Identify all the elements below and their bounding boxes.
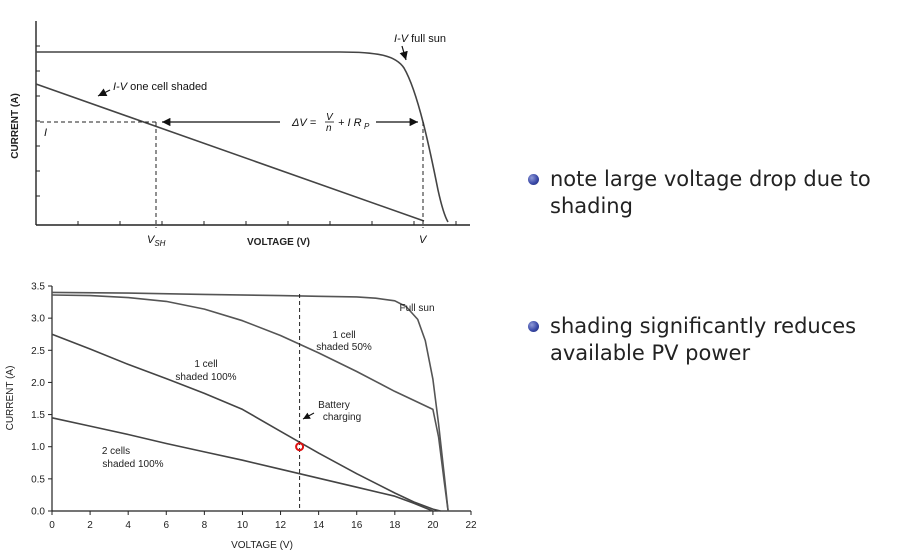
bottom-chart-axes xyxy=(51,286,471,512)
series-1-cell-shaded-100 xyxy=(51,333,441,512)
bullet-list: note large voltage drop due to shading s… xyxy=(528,0,898,559)
bottom-chart: 0 2 4 6 8 10 12 14 16 18 20 22 0.0 0.5 1.0 1.5 2.0 2.5 3.0… xyxy=(5,282,477,552)
y-tick-label: 2.0 xyxy=(31,378,45,389)
x-tick-label: 6 xyxy=(163,520,169,531)
y-tick-label: 1.0 xyxy=(31,442,45,453)
top-voltage-drop-arrows xyxy=(97,45,418,127)
x-tick-label: 2 xyxy=(87,520,93,531)
top-xlabel: VOLTAGE (V) xyxy=(247,237,310,248)
top-vsh-label: VSH xyxy=(147,234,166,248)
equation-subscript: P xyxy=(364,122,370,131)
label-battery-line1: Battery xyxy=(318,400,350,411)
label-full-sun: Full sun xyxy=(399,303,434,314)
label-half-shade-line2: shaded 50% xyxy=(316,342,372,353)
top-chart: I-V full sun I-V one cell shaded ΔV = V … xyxy=(10,21,470,248)
equation-denominator: n xyxy=(326,123,332,134)
y-tick-label: 3.0 xyxy=(31,314,45,325)
bullet-text: shading significantly reduces available … xyxy=(550,314,857,365)
y-tick-label: 2.5 xyxy=(31,346,45,357)
y-tick-label: 0.0 xyxy=(31,507,45,518)
x-tick-label: 12 xyxy=(275,520,287,531)
bottom-chart-ticks: 0 2 4 6 8 10 12 14 16 18 20 22 0.0 0.5 1.0 1.5 2.0 2.5 3.0… xyxy=(31,282,477,532)
label-two-shade-line1: 2 cells xyxy=(102,446,130,457)
label-half-shade-line1: 1 cell xyxy=(332,330,355,341)
y-tick-label: 1.5 xyxy=(31,410,45,421)
bullet-dot-icon xyxy=(528,321,539,332)
x-tick-label: 22 xyxy=(465,520,477,531)
label-two-shade-line2: shaded 100% xyxy=(102,459,163,470)
series-1-cell-shaded-50 xyxy=(51,294,449,512)
battery-pointer-arrow xyxy=(302,412,315,420)
label-one-shade-line1: 1 cell xyxy=(194,359,217,370)
x-tick-label: 16 xyxy=(351,520,363,531)
bullet-dot-icon xyxy=(528,174,539,185)
x-tick-label: 14 xyxy=(313,520,325,531)
bottom-ylabel: CURRENT (A) xyxy=(5,366,16,431)
bottom-xlabel: VOLTAGE (V) xyxy=(231,540,293,551)
top-shaded-curve xyxy=(35,83,425,222)
x-tick-label: 0 xyxy=(49,520,55,531)
series-2-cells-shaded-100 xyxy=(51,417,434,512)
label-battery-line2: charging xyxy=(323,412,361,423)
bottom-chart-series xyxy=(51,291,449,512)
top-dashed-guides xyxy=(40,121,424,228)
series-full-sun xyxy=(51,291,449,512)
x-tick-label: 4 xyxy=(125,520,131,531)
top-full-sun-curve xyxy=(36,51,449,223)
y-tick-label: 0.5 xyxy=(31,474,45,485)
label-one-shade-line2: shaded 100% xyxy=(175,372,236,383)
y-tick-label: 3.5 xyxy=(31,282,45,293)
x-tick-label: 8 xyxy=(202,520,208,531)
equation-numerator: V xyxy=(326,112,334,123)
x-tick-label: 20 xyxy=(427,520,439,531)
top-chart-ticks xyxy=(36,45,457,225)
x-tick-label: 18 xyxy=(389,520,401,531)
top-current-marker: I xyxy=(44,127,47,139)
equation-rhs: + I R xyxy=(338,117,362,129)
top-chart-axes xyxy=(35,21,470,226)
bottom-curve-labels: Full sun 1 cell shaded 50% 1 cell shaded… xyxy=(102,303,435,470)
equation-lhs: ΔV = xyxy=(291,117,317,129)
top-label-full-sun: I-V full sun xyxy=(394,33,446,45)
top-v-label: V xyxy=(419,234,428,246)
top-equation: ΔV = V n + I R P xyxy=(291,112,370,134)
x-tick-label: 10 xyxy=(237,520,249,531)
top-label-shaded: I-V one cell shaded xyxy=(113,81,207,93)
operating-point xyxy=(295,442,305,452)
top-ylabel: CURRENT (A) xyxy=(10,93,21,159)
bullet-text: note large voltage drop due to shading xyxy=(550,167,871,218)
